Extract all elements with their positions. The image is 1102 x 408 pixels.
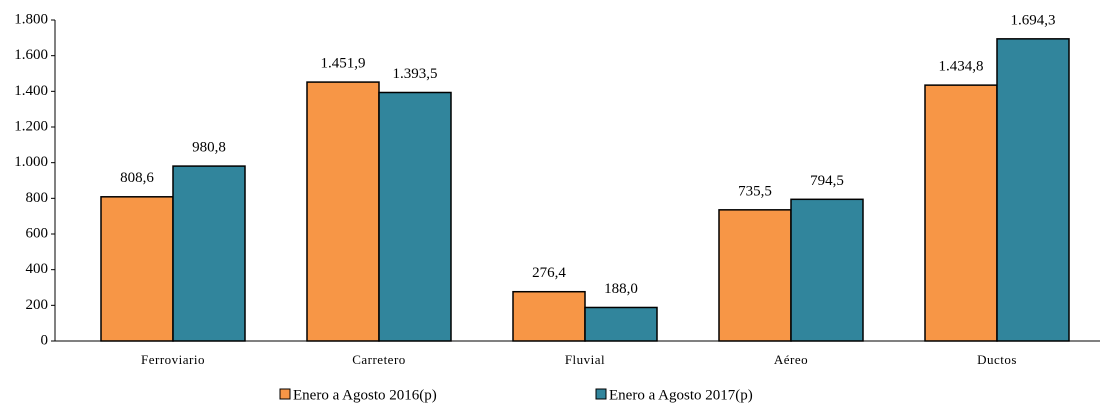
legend-swatch: [279, 388, 291, 400]
y-tick-label: 400: [26, 261, 49, 277]
y-tick-label: 1.800: [14, 11, 48, 27]
bar: [924, 84, 998, 342]
data-label: 794,5: [810, 173, 844, 189]
y-tick-label: 1.000: [14, 154, 48, 170]
bar: [584, 306, 658, 342]
data-label: 808,6: [120, 170, 154, 186]
legend-swatch: [595, 388, 607, 400]
y-tick-label: 1.400: [14, 83, 48, 99]
data-label: 188,0: [604, 281, 638, 297]
x-tick-label: Ferroviario: [141, 352, 205, 367]
y-tick-label: 0: [41, 332, 49, 348]
x-tick-label: Fluvial: [565, 352, 605, 367]
data-label: 980,8: [192, 140, 226, 156]
x-tick-label: Aéreo: [774, 352, 808, 367]
y-tick-label: 200: [26, 297, 49, 313]
legend-label: Enero a Agosto 2016(p): [293, 387, 437, 403]
bar: [996, 38, 1070, 342]
y-tick-label: 600: [26, 225, 49, 241]
data-label: 1.694,3: [1011, 12, 1056, 28]
data-label: 735,5: [738, 183, 772, 199]
data-label: 1.451,9: [321, 56, 366, 72]
bar: [172, 165, 246, 342]
bar: [378, 91, 452, 342]
data-label: 1.434,8: [939, 59, 984, 75]
bar: [790, 198, 864, 342]
x-tick-label: Carretero: [352, 352, 406, 367]
bar: [512, 290, 586, 342]
y-tick-label: 800: [26, 190, 49, 206]
data-label: 1.393,5: [393, 66, 438, 82]
bar: [306, 81, 380, 342]
legend-label: Enero a Agosto 2017(p): [609, 387, 753, 403]
y-tick-label: 1.200: [14, 118, 48, 134]
bar: [100, 196, 174, 342]
x-tick-label: Ductos: [977, 352, 1017, 367]
y-tick-label: 1.600: [14, 47, 48, 63]
data-label: 276,4: [532, 265, 566, 281]
bar: [718, 209, 792, 342]
